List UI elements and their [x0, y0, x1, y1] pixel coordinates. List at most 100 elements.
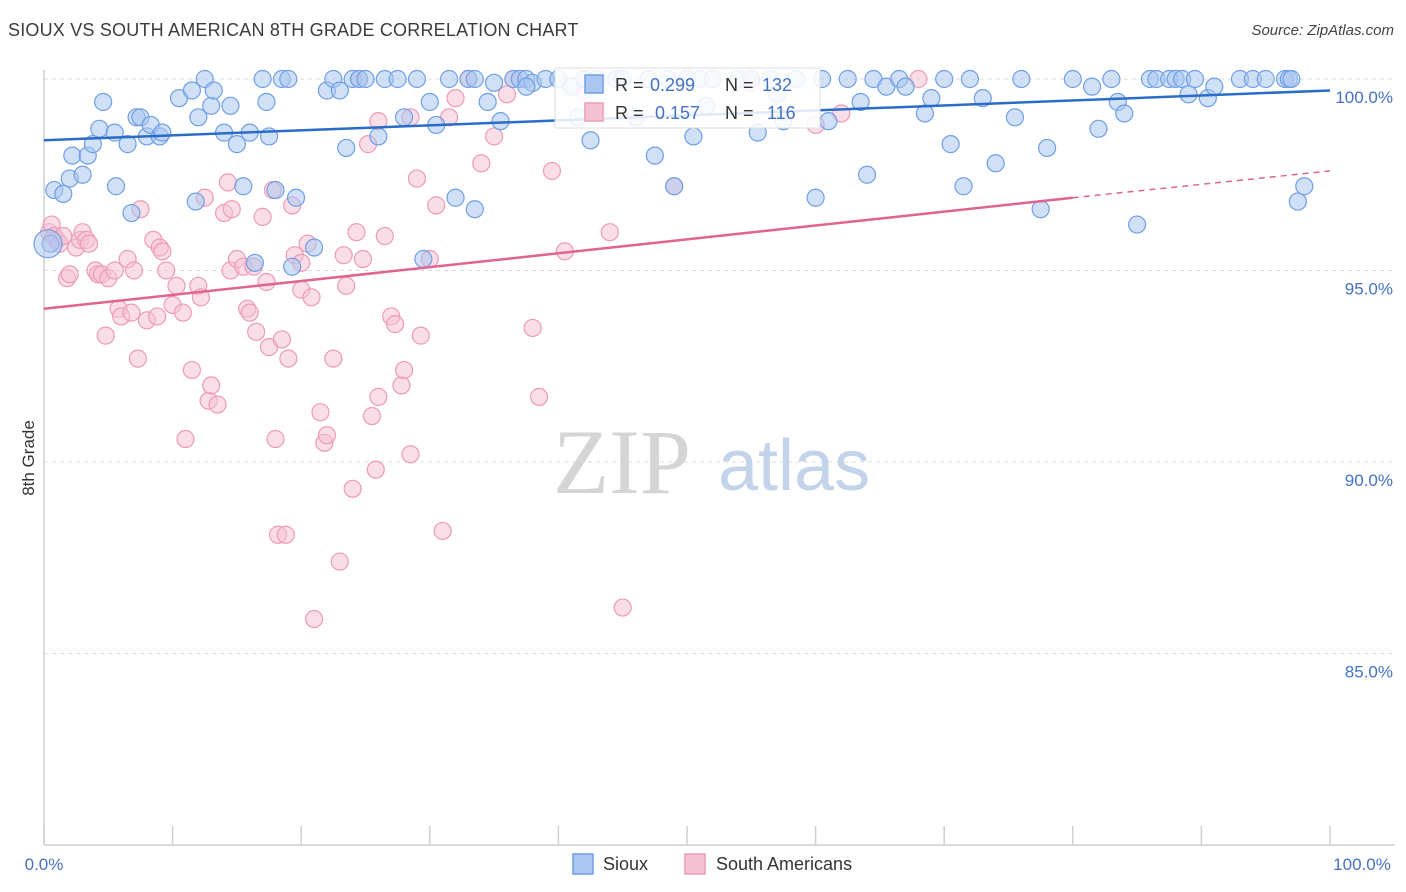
south-americans-point	[79, 234, 99, 253]
sioux-point	[279, 69, 298, 89]
south-americans-point	[122, 303, 141, 322]
south-americans-point	[385, 315, 405, 334]
sioux-point	[245, 253, 265, 272]
south-americans-point	[427, 196, 446, 215]
sioux-point	[283, 257, 302, 276]
sioux-point	[83, 135, 102, 154]
sioux-point	[90, 119, 109, 138]
south-americans-trend-extension	[1072, 170, 1331, 199]
sioux-point	[960, 69, 980, 89]
sioux-point	[153, 123, 172, 142]
sioux-point	[330, 81, 349, 100]
sioux-point	[935, 69, 954, 89]
south-americans-point	[218, 173, 237, 192]
south-americans-point	[311, 403, 330, 422]
south-americans-point	[60, 265, 79, 284]
south-americans-point	[407, 169, 427, 188]
y-axis-title: 8th Grade	[19, 420, 38, 496]
sioux-point	[286, 188, 306, 207]
south-americans-point	[433, 521, 452, 541]
south-americans-point	[362, 406, 382, 426]
sioux-point	[1082, 77, 1102, 96]
south-americans-point	[302, 288, 321, 307]
y-tick-label: 100.0%	[1335, 88, 1393, 107]
sioux-point	[122, 203, 141, 223]
south-americans-point	[497, 85, 517, 104]
south-americans-point	[279, 349, 298, 368]
sioux-point	[63, 146, 82, 165]
sioux-point	[202, 96, 221, 115]
sioux-point	[838, 69, 857, 89]
sioux-point	[954, 177, 973, 196]
sioux-point	[857, 165, 877, 184]
south-stat-swatch	[584, 102, 604, 122]
sioux-point	[182, 81, 201, 100]
sioux-point	[806, 188, 825, 207]
south-americans-point	[153, 242, 172, 261]
south-americans-trend-line	[43, 196, 1073, 311]
sioux-point	[33, 229, 63, 259]
south-americans-point	[392, 376, 411, 395]
legend-swatch-sioux	[572, 853, 594, 875]
x-tick-label-max: 100.0%	[1333, 855, 1391, 874]
south-americans-point	[167, 276, 186, 295]
stats-legend: R = 0.299 N = 132 R = 0.157 N = 116	[554, 67, 821, 129]
sioux-point	[407, 69, 427, 89]
sioux-point	[221, 96, 240, 115]
south-americans-point	[173, 303, 192, 322]
sioux-point	[369, 127, 388, 146]
legend-swatch-south-americans	[684, 853, 706, 875]
south-americans-point	[105, 261, 124, 280]
sioux-stat-swatch	[584, 74, 604, 94]
south-americans-point	[347, 223, 366, 242]
sioux-point	[1295, 177, 1314, 196]
south-americans-point	[240, 303, 259, 322]
south-r-label: R =	[615, 103, 644, 123]
sioux-point	[257, 92, 276, 112]
sioux-point	[1005, 108, 1025, 127]
south-americans-point	[613, 598, 632, 617]
y-tick-label: 90.0%	[1345, 471, 1393, 490]
sioux-point	[446, 188, 465, 207]
watermark-zip: ZIP	[553, 411, 691, 513]
sioux-r-value: 0.299	[650, 75, 695, 95]
sioux-point	[1282, 69, 1301, 89]
sioux-point	[1037, 138, 1057, 158]
south-americans-point	[334, 246, 353, 265]
y-tick-labels: 100.0% 95.0% 90.0% 85.0%	[1335, 88, 1393, 682]
south-americans-point	[324, 349, 343, 368]
south-americans-point	[124, 261, 144, 280]
sioux-point	[227, 135, 246, 154]
sioux-point	[896, 77, 915, 96]
sioux-point	[851, 92, 870, 112]
south-americans-point	[485, 127, 504, 146]
sioux-point	[922, 89, 941, 108]
watermark-atlas: atlas	[718, 426, 870, 506]
sioux-point	[1089, 119, 1108, 138]
sioux-point	[973, 89, 992, 108]
sioux-point	[118, 135, 137, 154]
sioux-point	[1185, 69, 1205, 89]
sioux-point	[581, 131, 600, 150]
sioux-point	[941, 135, 960, 154]
axes	[43, 70, 1395, 846]
sioux-point	[465, 200, 484, 219]
sioux-point	[819, 112, 838, 131]
south-americans-point	[148, 307, 167, 326]
south-americans-point	[446, 89, 465, 108]
sioux-point	[986, 154, 1005, 173]
south-americans-point	[272, 330, 292, 349]
south-americans-point	[182, 360, 201, 380]
south-americans-point	[222, 200, 241, 219]
south-americans-point	[542, 161, 562, 181]
south-americans-point	[317, 426, 337, 445]
watermark: ZIP atlas	[553, 411, 870, 513]
sioux-point	[337, 138, 356, 158]
sioux-point	[356, 69, 375, 89]
sioux-point	[1115, 104, 1134, 123]
south-americans-point	[523, 318, 542, 338]
sioux-point	[394, 108, 414, 127]
south-americans-point	[157, 261, 176, 280]
south-americans-point	[253, 207, 272, 226]
